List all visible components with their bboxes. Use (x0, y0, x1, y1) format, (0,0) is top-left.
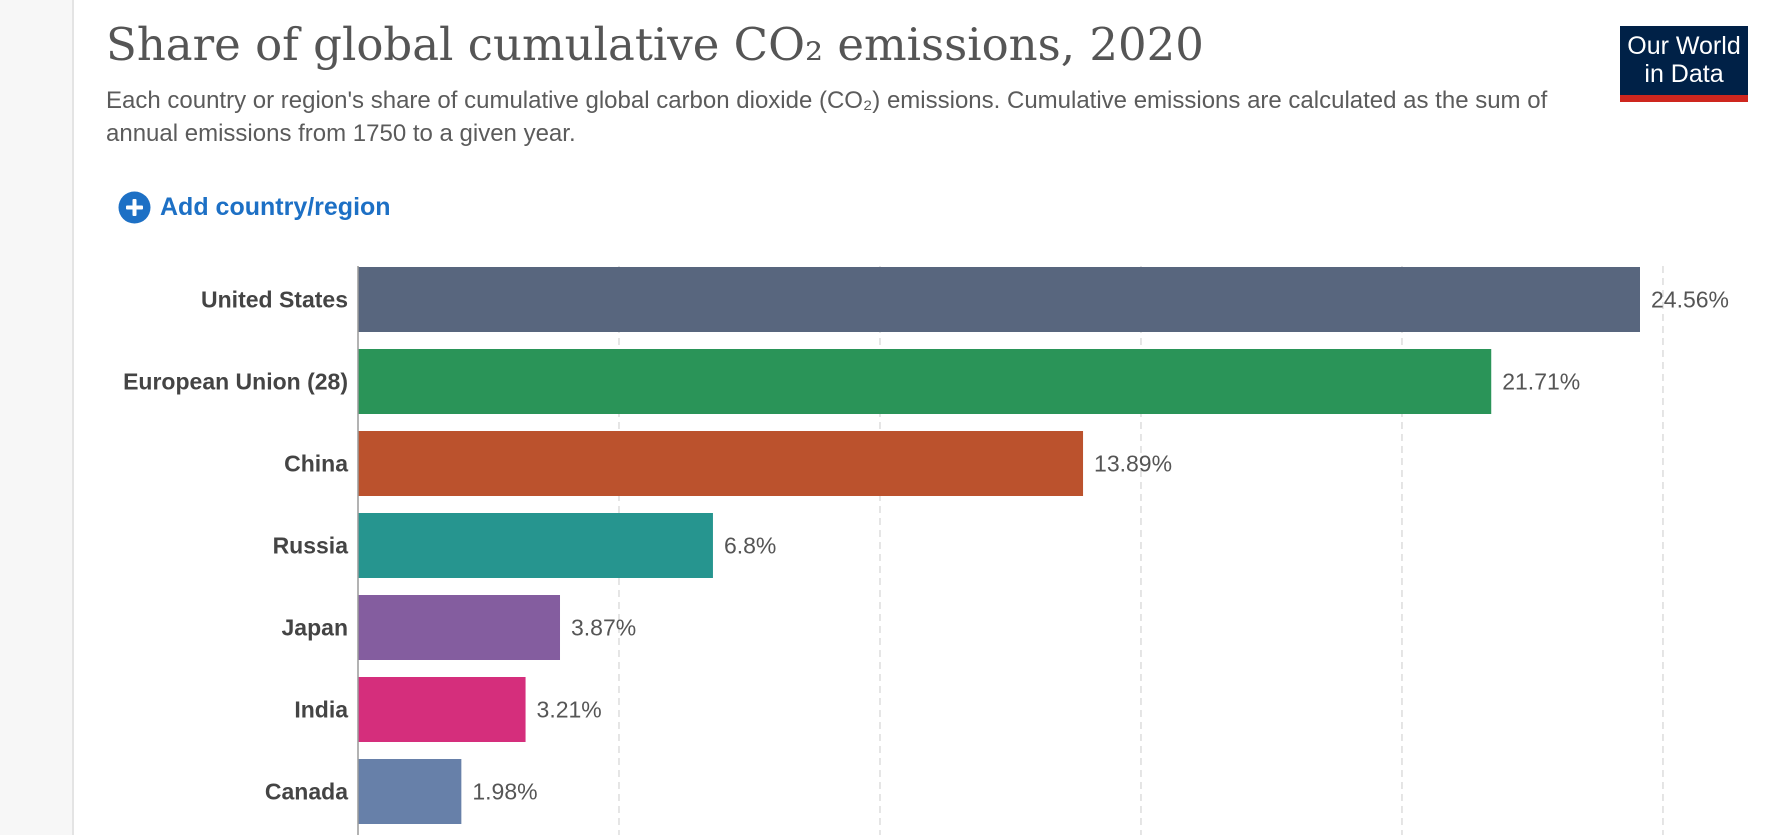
row-label-russia: Russia (273, 533, 349, 559)
value-label-japan: 3.87% (571, 615, 636, 641)
bar-european-union-28[interactable] (358, 349, 1492, 414)
row-label-canada: Canada (265, 779, 348, 805)
bar-china[interactable] (358, 431, 1084, 496)
page-title: Share of global cumulative CO₂ emissions… (106, 18, 1204, 71)
value-label-china: 13.89% (1094, 451, 1172, 477)
row-label-united-states: United States (201, 287, 348, 313)
bar-india[interactable] (358, 677, 526, 742)
value-label-united-states: 24.56% (1651, 287, 1729, 313)
bar-russia[interactable] (358, 513, 713, 578)
bar-united-states[interactable] (358, 267, 1640, 332)
row-labels: United States European Union (28) China Rus… (123, 287, 348, 805)
left-gutter (0, 0, 74, 835)
row-label-china: China (284, 451, 348, 477)
bar-japan[interactable] (358, 595, 561, 660)
row-label-japan: Japan (282, 615, 348, 641)
bar-canada[interactable] (358, 759, 462, 824)
logo-line-1: Our World (1627, 32, 1741, 60)
logo-line-2: in Data (1644, 60, 1724, 88)
add-country-label: Add country/region (160, 192, 391, 221)
gridlines (618, 266, 1664, 835)
add-country-button[interactable]: Add country/region (118, 190, 391, 224)
value-label-india: 3.21% (537, 697, 602, 723)
bars (358, 267, 1640, 824)
value-label-european-union-28: 21.71% (1502, 369, 1580, 395)
row-label-european-union-28: European Union (28) (123, 369, 348, 395)
our-world-in-data-logo[interactable]: Our World in Data (1620, 26, 1748, 102)
value-labels: 24.56% 21.71% 13.89% 6.8% 3.87% 3.21% 1.98% (472, 287, 1729, 805)
plus-circle-icon (118, 191, 151, 223)
value-label-canada: 1.98% (472, 779, 537, 805)
chart-subtitle: Each country or region's share of cumula… (106, 87, 1548, 147)
value-label-russia: 6.8% (724, 533, 776, 559)
row-label-india: India (294, 697, 348, 723)
